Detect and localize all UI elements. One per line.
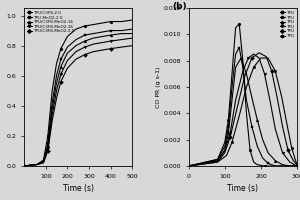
Legend: TPU/C3F8-2.0, TPU-MnO2-2.0, TPU/C3F8-MnO2-16, TPU/C3F8-MnO2-16, TPU/C3F8-MnO2-0.: TPU/C3F8-2.0, TPU-MnO2-2.0, TPU/C3F8-MnO… (26, 10, 75, 34)
Legend: TPU, TPU, TPU, TPU, TPU, TPU: TPU, TPU, TPU, TPU, TPU, TPU (279, 10, 295, 39)
Text: (b): (b) (172, 2, 187, 11)
X-axis label: Time (s): Time (s) (227, 184, 258, 193)
Y-axis label: CO PR (g s-1): CO PR (g s-1) (156, 66, 161, 108)
X-axis label: Time (s): Time (s) (63, 184, 94, 193)
